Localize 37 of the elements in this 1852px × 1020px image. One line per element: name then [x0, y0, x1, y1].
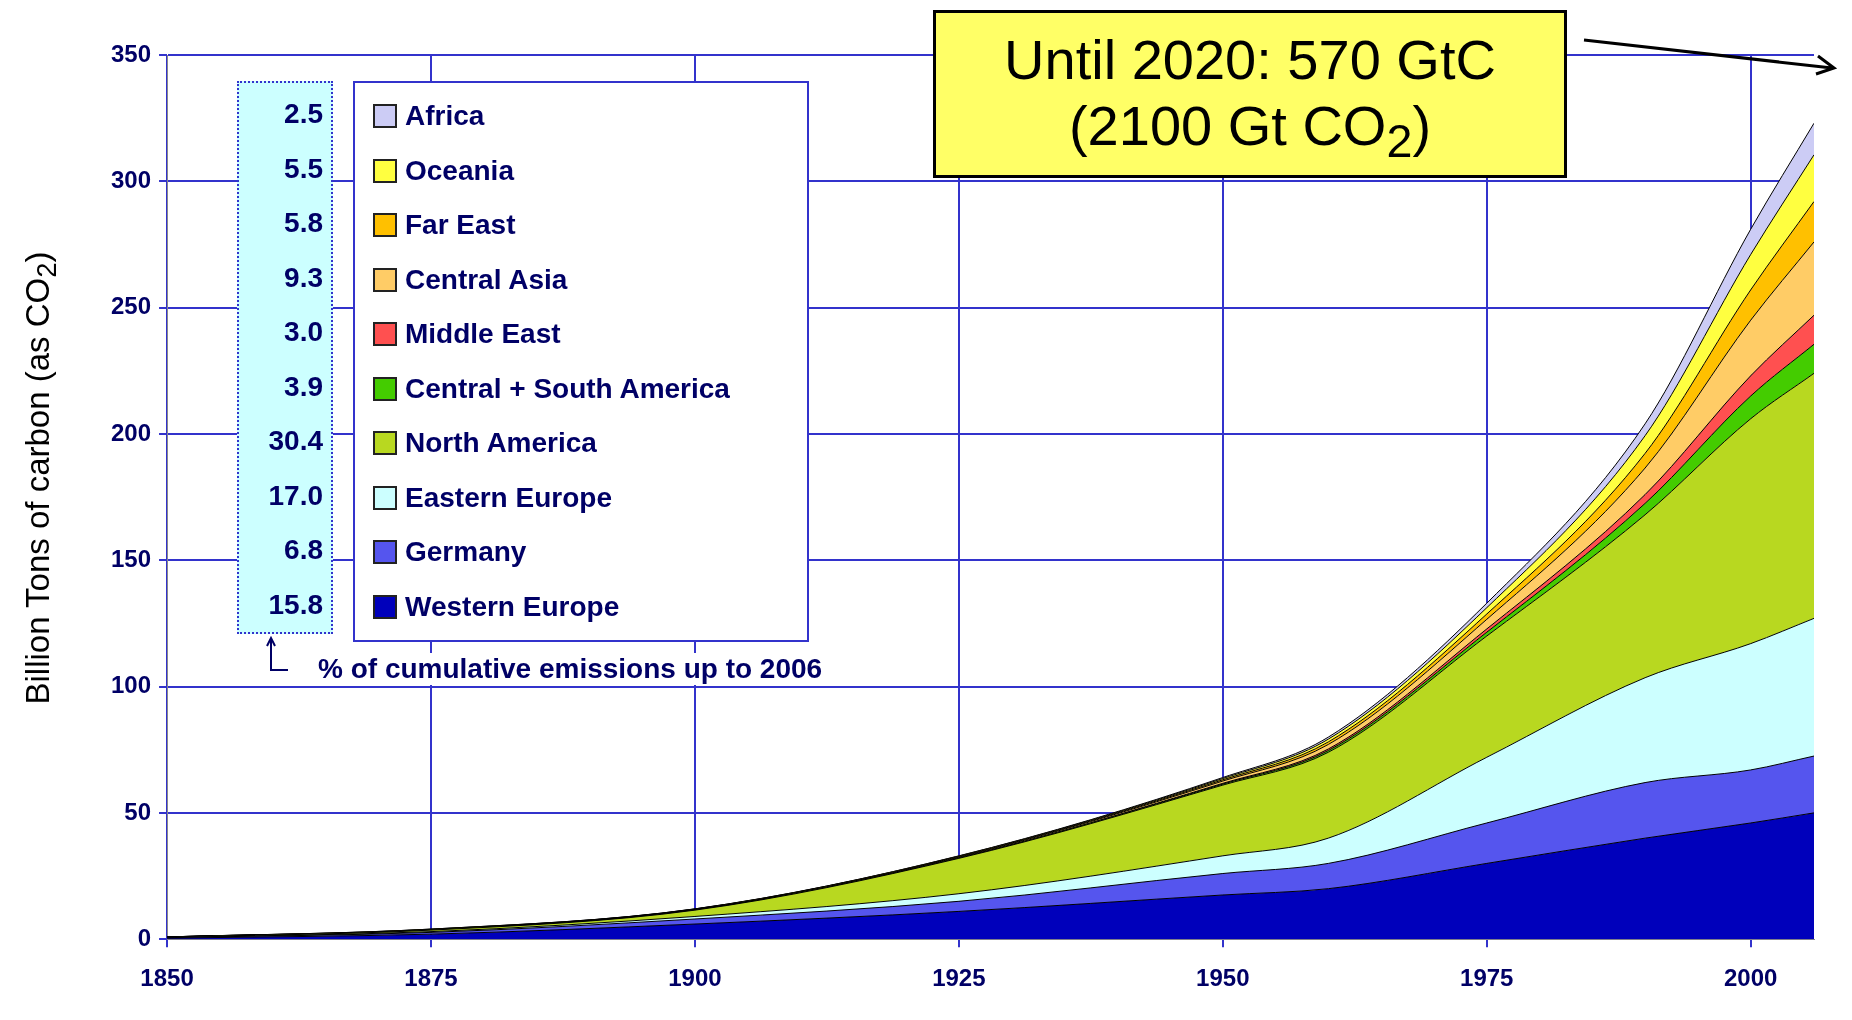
legend-label: Western Europe: [405, 590, 620, 623]
legend-label: Germany: [405, 536, 527, 569]
x-tick-label: 1900: [668, 964, 722, 992]
legend-label: Middle East: [405, 318, 561, 351]
legend-label: Central + South America: [405, 372, 730, 405]
annotation: 3.0: [283, 315, 324, 349]
annotation: 9.3: [283, 260, 324, 295]
x-tick-label: 1925: [932, 964, 986, 992]
x-tick-label: 1875: [404, 964, 458, 992]
legend-label: Africa: [405, 100, 485, 133]
annotation: 6.8: [283, 533, 324, 567]
y-tick-label: 150: [111, 544, 152, 572]
x-tick-label: 2000: [1723, 964, 1778, 992]
annotation: 5.5: [283, 151, 324, 186]
legend-label: Oceania: [405, 154, 514, 187]
y-tick-label: 100: [111, 671, 152, 699]
x-tick-label: 1975: [1460, 964, 1514, 992]
y-tick-label: 250: [111, 292, 152, 320]
x-tick-label: 1850: [140, 964, 194, 992]
annotation: 15.8: [267, 587, 324, 622]
annotation: 5.8: [283, 206, 324, 240]
annotation: Until 2020: 570 GtC (2100 Gt CO$_{2}$): [933, 10, 1567, 178]
y-tick-label: 300: [111, 165, 152, 193]
y-tick-label: 0: [137, 923, 152, 951]
annotation: 17.0: [267, 478, 324, 513]
y-tick-label: 350: [111, 39, 152, 67]
legend-label: Central Asia: [405, 263, 568, 296]
annotation: 3.9: [283, 369, 324, 404]
legend-label: North America: [405, 427, 597, 460]
legend-label: Eastern Europe: [405, 481, 612, 514]
annotation: 30.4: [267, 424, 324, 458]
y-tick-label: 50: [124, 797, 152, 825]
x-tick-label: 1950: [1196, 964, 1250, 992]
legend-label: Far East: [405, 209, 516, 242]
y-tick-label: 200: [111, 418, 152, 446]
annotation: 2.5: [283, 97, 324, 131]
annotation: % of cumulative emissions up to 2006: [318, 653, 823, 685]
